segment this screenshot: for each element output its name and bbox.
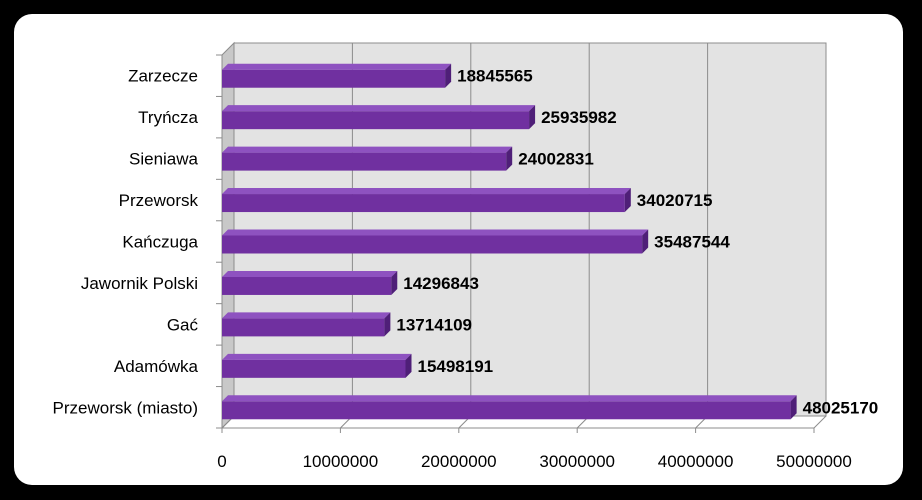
bar-top xyxy=(222,63,452,70)
bar-top xyxy=(222,270,398,277)
bar-top xyxy=(222,395,797,402)
data-label: 24002831 xyxy=(518,150,594,169)
category-label: Kańczuga xyxy=(122,233,198,252)
data-label: 13714109 xyxy=(396,315,472,334)
bar xyxy=(222,194,625,213)
x-tick-label: 0 xyxy=(217,452,226,471)
bars xyxy=(222,63,797,420)
category-label: Zarzecze xyxy=(128,67,198,86)
data-label: 25935982 xyxy=(541,108,617,127)
data-label: 15498191 xyxy=(417,357,493,376)
bar-side xyxy=(790,395,797,420)
bar-side xyxy=(506,146,513,171)
bar xyxy=(222,401,791,420)
data-label: 18845565 xyxy=(457,67,533,86)
bar xyxy=(222,69,446,88)
category-label: Gać xyxy=(167,315,199,334)
x-tick-label: 50000000 xyxy=(776,452,852,471)
x-tick-label: 30000000 xyxy=(539,452,615,471)
bar xyxy=(222,276,392,295)
category-label: Jawornik Polski xyxy=(81,274,198,293)
category-label: Sieniawa xyxy=(129,150,199,169)
bar-side xyxy=(384,312,391,337)
category-label: Przeworsk (miasto) xyxy=(53,398,198,417)
data-label: 48025170 xyxy=(803,398,879,417)
gridline-floor xyxy=(813,415,827,429)
bar-top xyxy=(222,146,513,153)
bar-top xyxy=(222,312,391,319)
category-label: Tryńcza xyxy=(138,108,198,127)
bar-top xyxy=(222,105,536,112)
bar-side xyxy=(529,105,536,130)
data-label: 35487544 xyxy=(654,233,730,252)
data-label: 34020715 xyxy=(637,191,713,210)
category-label: Przeworsk xyxy=(119,191,199,210)
bar xyxy=(222,235,643,254)
bar-top xyxy=(222,229,649,236)
bar xyxy=(222,111,530,130)
x-tick-label: 40000000 xyxy=(658,452,734,471)
category-label: Adamówka xyxy=(114,357,199,376)
x-tick-label: 20000000 xyxy=(421,452,497,471)
bar xyxy=(222,318,385,337)
bar-side xyxy=(445,63,452,88)
labels: 0 10000000 20000000 30000000 40000000 5000000… xyxy=(53,67,879,471)
data-label: 14296843 xyxy=(403,274,479,293)
bar-top xyxy=(222,353,412,360)
x-tick-label: 10000000 xyxy=(303,452,379,471)
bar xyxy=(222,359,406,378)
bar-side xyxy=(642,229,649,254)
bar xyxy=(222,152,507,171)
bar-side xyxy=(405,353,412,378)
bar-top xyxy=(222,188,631,195)
bar-side xyxy=(624,188,631,213)
bar-side xyxy=(391,270,398,295)
